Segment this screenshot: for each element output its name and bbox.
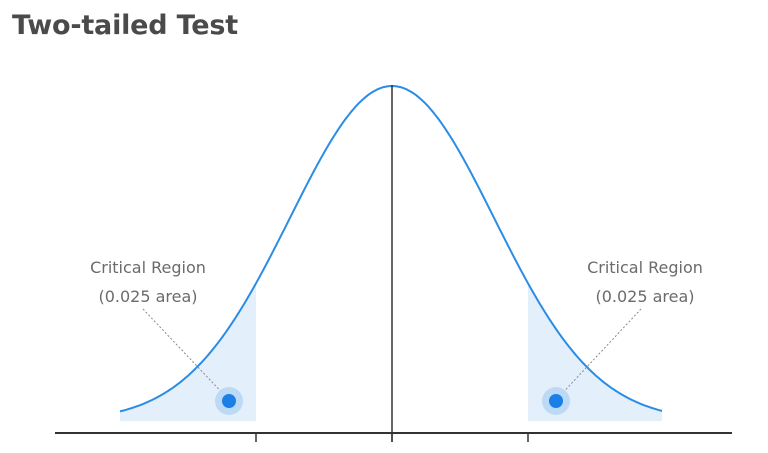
right-marker-dot [549, 394, 563, 408]
left-critical-region-shade [120, 283, 256, 421]
left-region-label-line2: (0.025 area) [98, 287, 197, 306]
left-region-label-line1: Critical Region [90, 258, 206, 277]
right-region-label-line2: (0.025 area) [595, 287, 694, 306]
normal-distribution-curve [119, 84, 663, 413]
shaded-regions [120, 283, 662, 421]
left-marker-dot [222, 394, 236, 408]
left-leader-line [142, 308, 230, 401]
page-title: Two-tailed Test [12, 10, 238, 41]
right-region-label-line1: Critical Region [587, 258, 703, 277]
right-leader-line [555, 308, 642, 401]
right-critical-region-shade [528, 283, 662, 421]
